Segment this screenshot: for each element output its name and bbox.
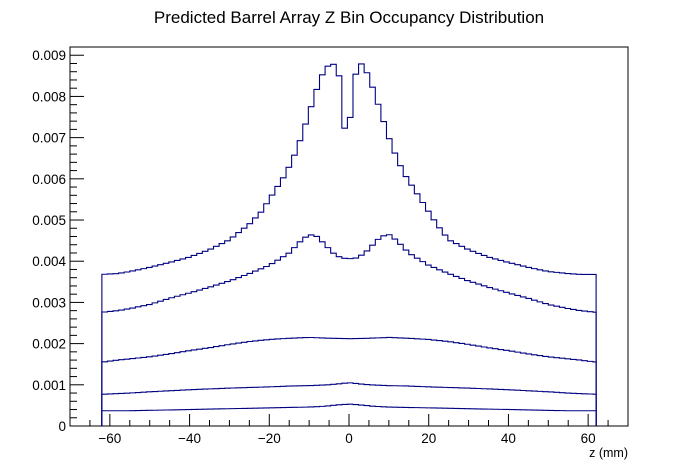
y-axis: 0 0.001 0.002 0.003 0.004 0.005 0.006 0.007 0.00… xyxy=(32,46,84,434)
y-tick-label: 0.004 xyxy=(32,254,66,269)
x-tick-label: −40 xyxy=(178,431,201,446)
y-tick-label: 0.008 xyxy=(32,89,66,104)
x-axis: −60 −40 −20 0 20 40 60 xyxy=(69,414,629,446)
y-tick-label: 0.006 xyxy=(32,172,66,187)
y-tick-label: 0.009 xyxy=(32,48,66,63)
histogram-series-4 xyxy=(101,234,597,427)
y-tick-label: 0.001 xyxy=(32,378,66,393)
chart-title: Predicted Barrel Array Z Bin Occupancy D… xyxy=(154,8,544,27)
histogram-series-5 xyxy=(101,63,597,427)
x-tick-label: −20 xyxy=(258,431,281,446)
y-tick-label: 0.007 xyxy=(32,131,66,146)
x-tick-label: −60 xyxy=(98,431,121,446)
x-tick-label: 60 xyxy=(581,431,596,446)
y-tick-label: 0.003 xyxy=(32,295,66,310)
histogram-series-1 xyxy=(101,403,597,427)
histogram-series-3 xyxy=(101,336,597,427)
y-tick-label: 0.005 xyxy=(32,213,66,228)
histogram-series-2 xyxy=(101,382,597,427)
plot-frame xyxy=(69,46,629,427)
x-tick-label: 0 xyxy=(345,431,353,446)
x-tick-label: 20 xyxy=(421,431,436,446)
x-tick-label: 40 xyxy=(501,431,516,446)
x-axis-label: z (mm) xyxy=(589,446,628,460)
y-tick-label: 0 xyxy=(58,419,66,434)
series-layer xyxy=(101,63,597,427)
y-tick-label: 0.002 xyxy=(32,337,66,352)
